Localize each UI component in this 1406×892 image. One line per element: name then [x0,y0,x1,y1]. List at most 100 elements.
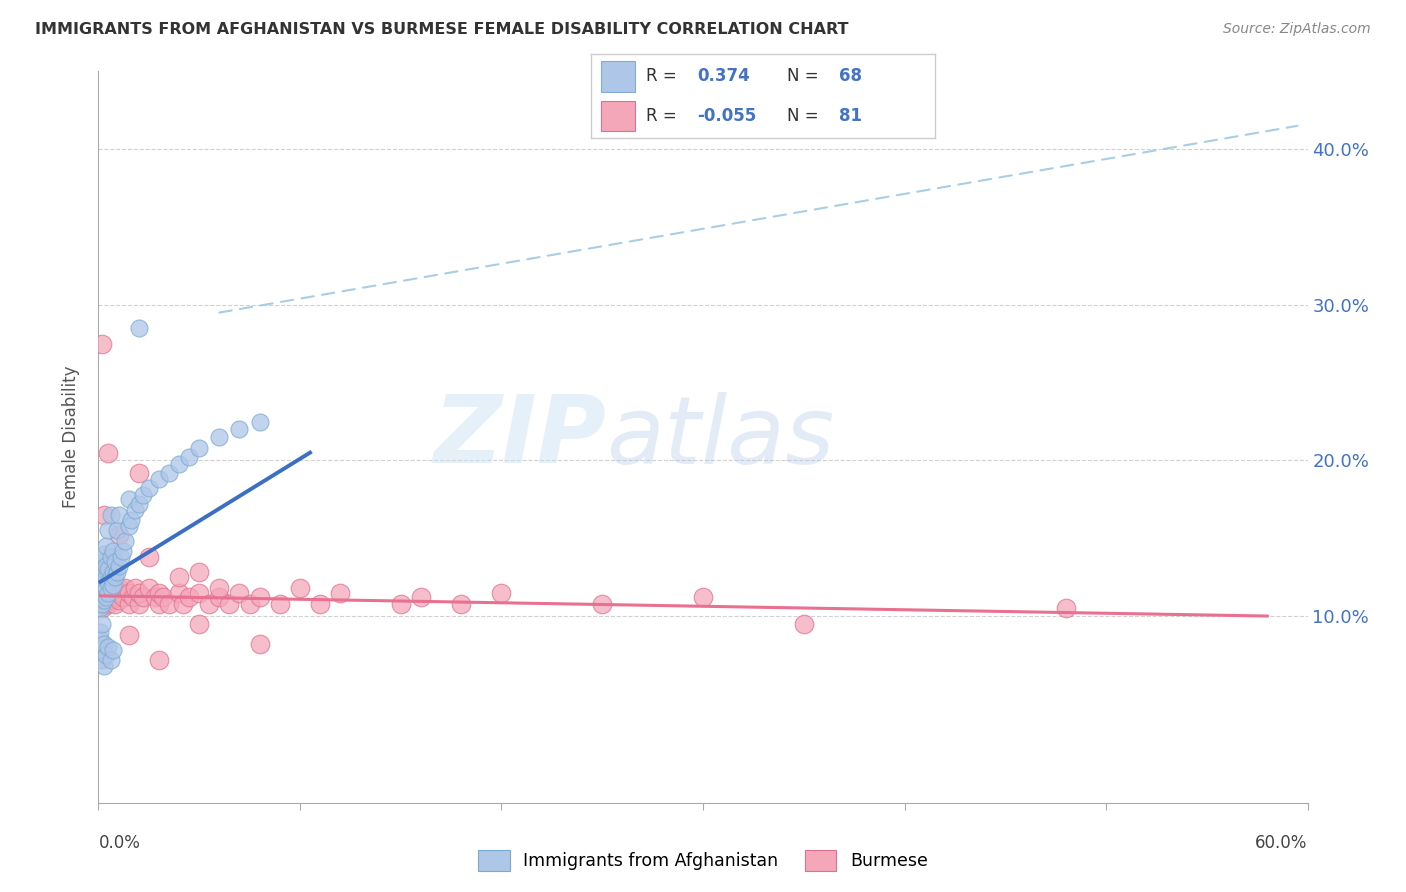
Y-axis label: Female Disability: Female Disability [62,366,80,508]
Point [89,591,111,605]
Point [105,591,128,605]
Point [167,570,190,584]
Point [100,593,122,607]
Point [107,508,129,522]
Point [91,597,114,611]
Point [93,570,115,584]
Point [93,508,115,522]
Text: 68: 68 [838,68,862,86]
Point [228,422,250,436]
Point [93,578,115,592]
Point [96,539,118,553]
Point [188,566,211,580]
Point [157,466,180,480]
Point [91,336,114,351]
Point [97,524,120,538]
Point [97,585,120,599]
Point [96,648,118,662]
Point [101,543,124,558]
Point [91,593,114,607]
Point [91,555,114,569]
Point [107,559,129,574]
Point [93,562,115,576]
Text: N =: N = [787,68,818,86]
Point [89,574,111,589]
Point [249,591,271,605]
Point [101,643,124,657]
Point [93,591,115,605]
Point [93,547,115,561]
Point [329,585,352,599]
Point [103,555,125,569]
Point [105,566,128,580]
Point [93,585,115,599]
Point [218,597,240,611]
Point [179,591,201,605]
Point [118,585,141,599]
Point [89,632,111,647]
Point [128,597,150,611]
Point [101,566,124,580]
Point [96,591,118,605]
Text: R =: R = [645,107,676,125]
Point [89,601,111,615]
Point [110,585,132,599]
Point [148,597,170,611]
Point [179,450,201,465]
Point [249,415,271,429]
Point [269,597,291,611]
Text: N =: N = [787,107,818,125]
Point [138,482,160,496]
Point [96,574,118,589]
Text: 0.374: 0.374 [697,68,749,86]
Text: ZIP: ZIP [433,391,606,483]
Point [91,601,114,615]
Point [143,591,166,605]
Point [91,616,114,631]
Point [198,597,221,611]
Point [188,616,211,631]
Point [91,581,114,595]
Point [148,585,170,599]
Point [103,570,125,584]
Point [100,549,122,564]
Point [93,658,115,673]
Point [188,585,211,599]
Point [114,534,136,549]
Point [107,593,129,607]
Point [107,581,129,595]
Point [132,488,155,502]
Text: R =: R = [645,68,676,86]
Point [128,585,150,599]
Point [128,466,150,480]
Point [91,574,114,589]
Point [97,562,120,576]
Point [91,559,114,574]
Point [1054,601,1077,615]
Point [97,445,120,459]
Point [239,597,262,611]
Point [97,585,120,599]
Point [118,628,141,642]
Point [249,637,271,651]
Point [138,549,160,564]
Point [389,597,412,611]
Point [148,472,170,486]
Point [309,597,332,611]
Text: -0.055: -0.055 [697,107,756,125]
Point [188,441,211,455]
Point [96,570,118,584]
Text: Source: ZipAtlas.com: Source: ZipAtlas.com [1223,22,1371,37]
Point [111,543,134,558]
Point [208,581,231,595]
Point [692,591,714,605]
Point [124,503,146,517]
Point [97,640,120,655]
Text: 60.0%: 60.0% [1256,834,1308,852]
Point [128,497,150,511]
Point [167,457,190,471]
Point [89,643,111,657]
Point [157,597,180,611]
Point [208,591,231,605]
Point [93,597,115,611]
